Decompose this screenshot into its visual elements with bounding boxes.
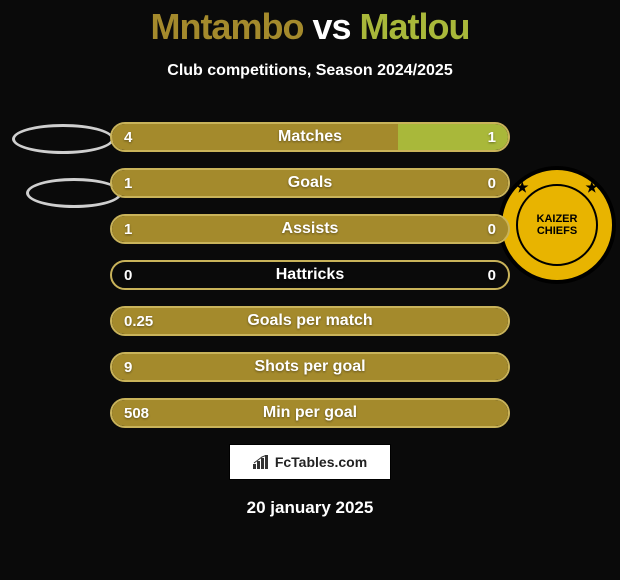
stat-row: Shots per goal9 [110, 352, 510, 382]
stats-bars: Matches41Goals10Assists10Hattricks00Goal… [110, 122, 510, 444]
badge-star: ★ [585, 180, 598, 195]
stat-value-left: 1 [124, 214, 132, 244]
vs-text: vs [312, 6, 350, 47]
stat-value-right: 1 [488, 122, 496, 152]
stat-row: Goals1 0 [110, 168, 510, 198]
stat-value-left: 508 [124, 398, 149, 428]
stat-value-right: 0 [488, 168, 496, 198]
club-badge-text: KAIZER CHIEFS [522, 213, 592, 237]
comparison-title: Mntambo vs Matlou [0, 6, 620, 48]
stat-label: Assists [110, 214, 510, 244]
subtitle: Club competitions, Season 2024/2025 [0, 62, 620, 80]
stat-label: Hattricks [110, 260, 510, 290]
player-a-name: Mntambo [150, 6, 303, 47]
stat-row: Min per goal508 [110, 398, 510, 428]
stat-label: Min per goal [110, 398, 510, 428]
badge-star: ★ [516, 180, 529, 195]
stat-row: Goals per match0.25 [110, 306, 510, 336]
avatar-ellipse [26, 178, 122, 208]
stat-row: Hattricks0 0 [110, 260, 510, 290]
stat-label: Goals per match [110, 306, 510, 336]
stat-value-left: 1 [124, 168, 132, 198]
stat-label: Shots per goal [110, 352, 510, 382]
stat-value-right: 0 [488, 260, 496, 290]
player-b-name: Matlou [360, 6, 470, 47]
avatar-ellipse [12, 124, 114, 154]
stat-label: Matches [110, 122, 510, 152]
stat-row: Assists1 0 [110, 214, 510, 244]
chart-icon [253, 455, 271, 469]
club-badge: ★ ★ KAIZER CHIEFS [498, 166, 616, 284]
stat-value-left: 4 [124, 122, 132, 152]
watermark-text: FcTables.com [275, 454, 367, 470]
date: 20 january 2025 [0, 498, 620, 518]
stat-value-left: 0.25 [124, 306, 153, 336]
stat-label: Goals [110, 168, 510, 198]
watermark-box: FcTables.com [229, 444, 391, 480]
stat-value-right: 0 [488, 214, 496, 244]
stat-value-left: 0 [124, 260, 132, 290]
stat-value-left: 9 [124, 352, 132, 382]
stat-row: Matches4 1 [110, 122, 510, 152]
